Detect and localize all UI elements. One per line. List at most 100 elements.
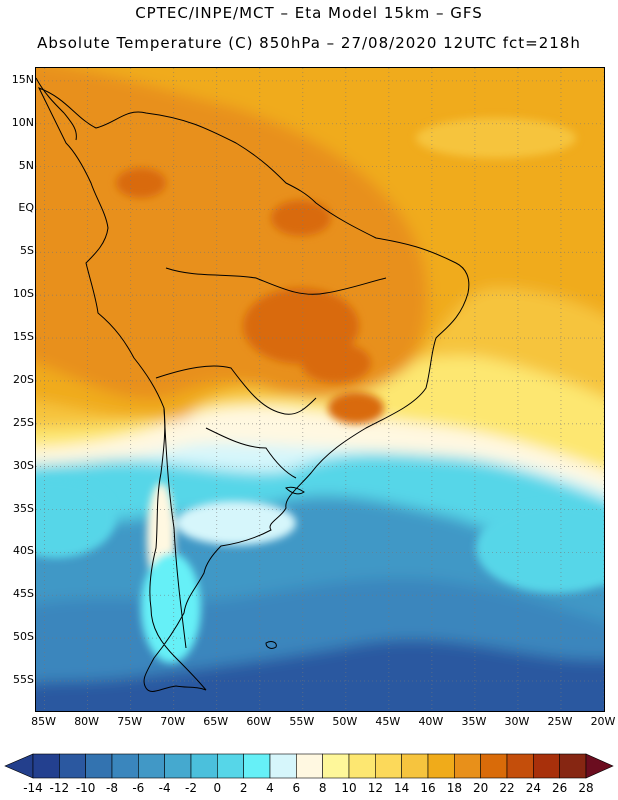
lon-label: 55W: [289, 715, 315, 728]
sao-paulo-warm: [328, 392, 384, 424]
lat-label: 30S: [13, 458, 34, 472]
colorbar-swatch: [190, 753, 218, 779]
lon-label: 60W: [246, 715, 272, 728]
lat-label: 45S: [13, 587, 34, 601]
colorbar-label: 6: [292, 781, 301, 795]
lat-label: 20S: [13, 372, 34, 386]
colorbar-swatch: [427, 753, 455, 779]
lat-label: 50S: [13, 630, 34, 644]
south-america-coastline: [37, 87, 470, 692]
lat-label: 5N: [18, 158, 34, 172]
argentina-cyan: [176, 501, 296, 545]
colorbar-swatch: [506, 753, 534, 779]
colorbar-swatch: [269, 753, 297, 779]
lat-label: 35S: [13, 501, 34, 515]
argentina-border: [205, 427, 297, 479]
central-america-coast: [36, 77, 77, 141]
lat-label: 5S: [20, 244, 34, 258]
colorbar-swatch: [59, 753, 86, 779]
colorbar-label: 20: [473, 781, 489, 795]
colorbar-label: -6: [132, 781, 145, 795]
colorbar-over-arrow: [585, 753, 614, 779]
colorbar-swatch: [401, 753, 429, 779]
pacific-cyan: [36, 478, 116, 558]
falklands: [265, 641, 277, 649]
colorbar-swatch: [559, 753, 587, 779]
lat-label: 10N: [11, 115, 34, 129]
brazil-inner-border: [165, 267, 387, 295]
colorbar-label: 16: [420, 781, 436, 795]
lat-label: EQ: [18, 201, 34, 215]
hot-core: [36, 118, 604, 663]
lon-label: 80W: [74, 715, 100, 728]
colorbar-swatch: [480, 753, 508, 779]
colorbar-label: -10: [75, 781, 96, 795]
coastline-borders: [36, 77, 470, 692]
colorbar-swatch: [111, 753, 139, 779]
venezuela-warm: [116, 168, 166, 198]
lon-label: 40W: [418, 715, 444, 728]
colorbar-swatch: [348, 753, 376, 779]
lon-label: 50W: [332, 715, 358, 728]
colorbar-label: 4: [266, 781, 274, 795]
map-panel[interactable]: [35, 67, 605, 712]
colorbar-swatch: [533, 753, 560, 779]
colorbar-label: 14: [394, 781, 410, 795]
lat-lon-grid: [36, 68, 604, 711]
colorbar-label: 24: [525, 781, 541, 795]
temperature-map: [36, 68, 604, 711]
colorbar-label: 26: [552, 781, 568, 795]
lon-label: 70W: [160, 715, 186, 728]
colorbar-swatch: [217, 753, 244, 779]
lat-label: 15S: [13, 330, 34, 344]
colorbar-label: 0: [213, 781, 222, 795]
colorbar-label: 10: [341, 781, 357, 795]
colorbar-swatch: [138, 753, 165, 779]
lat-label: 25S: [13, 415, 34, 429]
lon-label: 25W: [547, 715, 573, 728]
patagonia-cyan: [141, 553, 201, 663]
caribbean-gold: [416, 118, 576, 158]
lon-label: 45W: [375, 715, 401, 728]
colorbar-label: 12: [367, 781, 383, 795]
colorbar-swatch: [375, 753, 402, 779]
lat-label: 55S: [13, 672, 34, 686]
colorbar-swatch: [85, 753, 113, 779]
uruguay-lagoon: [285, 486, 305, 495]
colorbar-label: 22: [499, 781, 515, 795]
guiana-warm: [271, 200, 331, 236]
colorbar-swatch: [322, 753, 350, 779]
colorbar-label: -8: [106, 781, 118, 795]
title-line-2: Absolute Temperature (C) 850hPa – 27/08/…: [37, 34, 581, 52]
colorbar-under-arrow: [4, 753, 34, 779]
colorbar-swatch: [32, 753, 60, 779]
colorbar-label: 18: [446, 781, 462, 795]
colorbar-swatch: [454, 753, 481, 779]
colorbar-label: -12: [49, 781, 70, 795]
colorbar-label: 28: [578, 781, 594, 795]
colorbar-swatch: [164, 753, 192, 779]
lon-label: 75W: [117, 715, 143, 728]
colorbar-label: 2: [239, 781, 248, 795]
mato-grosso-hot: [301, 343, 371, 383]
bolivia-border: [155, 365, 317, 415]
colorbar-label: -2: [185, 781, 197, 795]
lat-label: 15N: [11, 72, 34, 86]
chile-border: [163, 407, 187, 649]
lon-label: 65W: [203, 715, 229, 728]
south-atlantic-cyan: [476, 503, 604, 593]
colorbar-label: 8: [318, 781, 327, 795]
colorbar-label: -14: [23, 781, 43, 795]
lat-label: 40S: [13, 544, 34, 558]
colorbar-label: -4: [158, 781, 171, 795]
lon-label: 20W: [590, 715, 616, 728]
temperature-field: [36, 68, 604, 711]
title-line-1: CPTEC/INPE/MCT – Eta Model 15km – GFS: [135, 4, 483, 22]
colorbar-swatch: [296, 753, 323, 779]
lon-label: 35W: [461, 715, 487, 728]
colorbar-swatch: [243, 753, 271, 779]
colorbar: [4, 753, 614, 779]
lon-label: 85W: [31, 715, 57, 728]
lat-label: 10S: [13, 287, 34, 301]
lon-label: 30W: [504, 715, 530, 728]
